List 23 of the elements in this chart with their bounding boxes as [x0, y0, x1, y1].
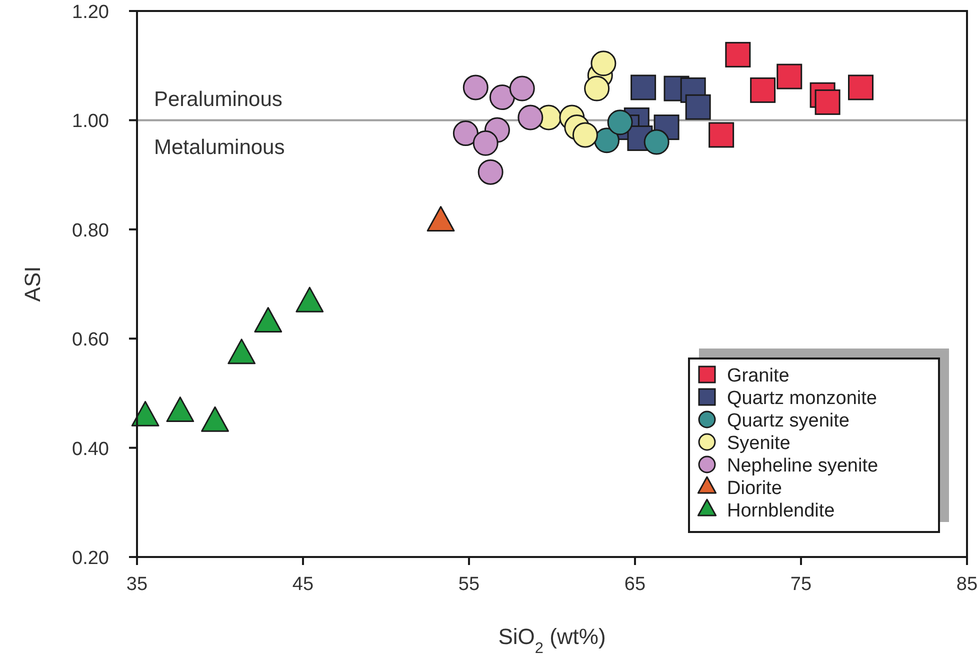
x-tick-label: 35 [126, 574, 148, 595]
y-tick-label: 0.40 [72, 438, 109, 460]
annotation: Peraluminous [154, 88, 282, 112]
x-tick-label: 75 [790, 574, 812, 595]
legend-label: Quartz syenite [727, 410, 850, 432]
y-tick-label: 1.00 [72, 111, 109, 132]
y-axis-title: ASI [20, 266, 45, 302]
legend-label: Granite [727, 366, 790, 386]
x-axis-title: SiO$_{2}$ (wt%) [498, 624, 606, 656]
y-tick-label: 0.20 [72, 548, 109, 569]
legend-label: Diorite [727, 478, 782, 499]
x-tick-label: 65 [624, 574, 646, 595]
legend-label: Syenite [727, 433, 790, 454]
y-tick-label: 0.80 [72, 220, 109, 242]
y-tick-label: 1.20 [72, 2, 109, 23]
legend-label: Quartz monzonite [727, 388, 877, 409]
x-tick-label: 45 [292, 574, 314, 595]
x-tick-label: 55 [458, 574, 480, 595]
legend-label: Hornblendite [727, 500, 835, 522]
y-tick-label: 0.60 [72, 330, 109, 351]
annotation: Metaluminous [154, 136, 285, 160]
x-tick-label: 85 [956, 574, 977, 595]
legend-label: Nepheline syenite [727, 456, 878, 476]
